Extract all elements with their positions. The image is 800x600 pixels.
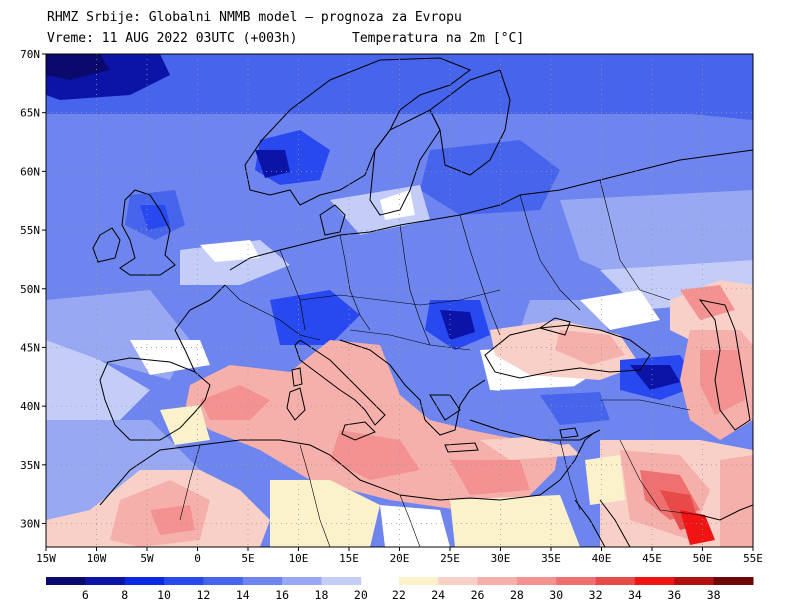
colorbar-label: 36 (667, 588, 681, 600)
colorbar-label: 24 (431, 588, 445, 600)
colorbar-label: 18 (315, 588, 329, 600)
map-title: RHMZ Srbije: Globalni NMMB model — progn… (47, 10, 462, 25)
colorbar-swatch (321, 577, 362, 585)
lon-tick-label: 30E (491, 552, 511, 565)
colorbar-swatch (477, 577, 518, 585)
colorbar-label: 32 (589, 588, 603, 600)
colorbar-label: 28 (510, 588, 524, 600)
colorbar-swatch (674, 577, 715, 585)
lat-tick-label: 40N (20, 400, 40, 413)
lat-tick-label: 65N (20, 107, 40, 120)
lon-tick-label: 40E (592, 552, 612, 565)
lon-tick-label: 35E (541, 552, 561, 565)
colorbar-label: 8 (121, 588, 128, 600)
colorbar-swatch (282, 577, 322, 585)
variable-label: Temperatura na 2m [°C] (352, 31, 525, 46)
forecast-time: Vreme: 11 AUG 2022 03UTC (+003h) (47, 31, 298, 46)
colorbar-swatch (46, 577, 86, 585)
lon-tick-label: 5E (241, 552, 254, 565)
colorbar-label: 38 (707, 588, 721, 600)
colorbar-label: 20 (354, 588, 368, 600)
colorbar-swatch (398, 577, 439, 585)
lon-tick-label: 55E (743, 552, 763, 565)
colorbar-swatch (516, 577, 557, 585)
colorbar-swatch (85, 577, 126, 585)
lon-tick-label: 20E (390, 552, 410, 565)
lon-tick-label: 15W (36, 552, 56, 565)
colorbar-swatch (713, 577, 754, 585)
colorbar-swatch (164, 577, 204, 585)
lat-tick-label: 70N (20, 48, 40, 61)
longitude-axis: 15W 10W 5W 0 5E 10E 15E 20E 25E 30E 35E 40E 45E 50E 55… (36, 547, 763, 565)
lat-tick-label: 55N (20, 224, 40, 237)
colorbar-swatch (556, 577, 597, 585)
colorbar-label: 34 (628, 588, 642, 600)
colorbar-swatch (595, 577, 636, 585)
latitude-axis: 70N 65N 60N 55N 50N 45N 40N 35N 30N (20, 48, 46, 531)
colorbar-swatch (124, 577, 165, 585)
map-gridlines (46, 54, 753, 547)
colorbar-label: 14 (236, 588, 250, 600)
lat-tick-label: 35N (20, 459, 40, 472)
colorbar-label: 6 (82, 588, 89, 600)
colorbar-swatch (242, 577, 283, 585)
coastlines (92, 57, 753, 547)
colorbar-label: 22 (392, 588, 406, 600)
lon-tick-label: 15E (339, 552, 359, 565)
lat-tick-label: 60N (20, 165, 40, 178)
lat-tick-label: 30N (20, 518, 40, 531)
colorbar-label: 26 (471, 588, 485, 600)
lon-tick-label: 45E (642, 552, 662, 565)
colorbar-label: 16 (275, 588, 289, 600)
borders (179, 179, 701, 547)
colorbar-swatch (634, 577, 675, 585)
colorbar-swatch (203, 577, 244, 585)
colorbar-swatch (438, 577, 479, 585)
colorbar-label: 10 (157, 588, 171, 600)
lon-tick-label: 10E (289, 552, 309, 565)
colorbar-label: 12 (196, 588, 210, 600)
lon-tick-label: 25E (440, 552, 460, 565)
colorbar: 6 8 10 12 14 16 18 20 22 24 26 28 30 32 34 36 38 (46, 577, 754, 600)
temperature-field (46, 54, 753, 547)
colorbar-label: 30 (549, 588, 563, 600)
lon-tick-label: 50E (693, 552, 713, 565)
lon-tick-label: 0 (194, 552, 201, 565)
lat-tick-label: 45N (20, 341, 40, 354)
lat-tick-label: 50N (20, 283, 40, 296)
lon-tick-label: 10W (87, 552, 107, 565)
lon-tick-label: 5W (140, 552, 154, 565)
